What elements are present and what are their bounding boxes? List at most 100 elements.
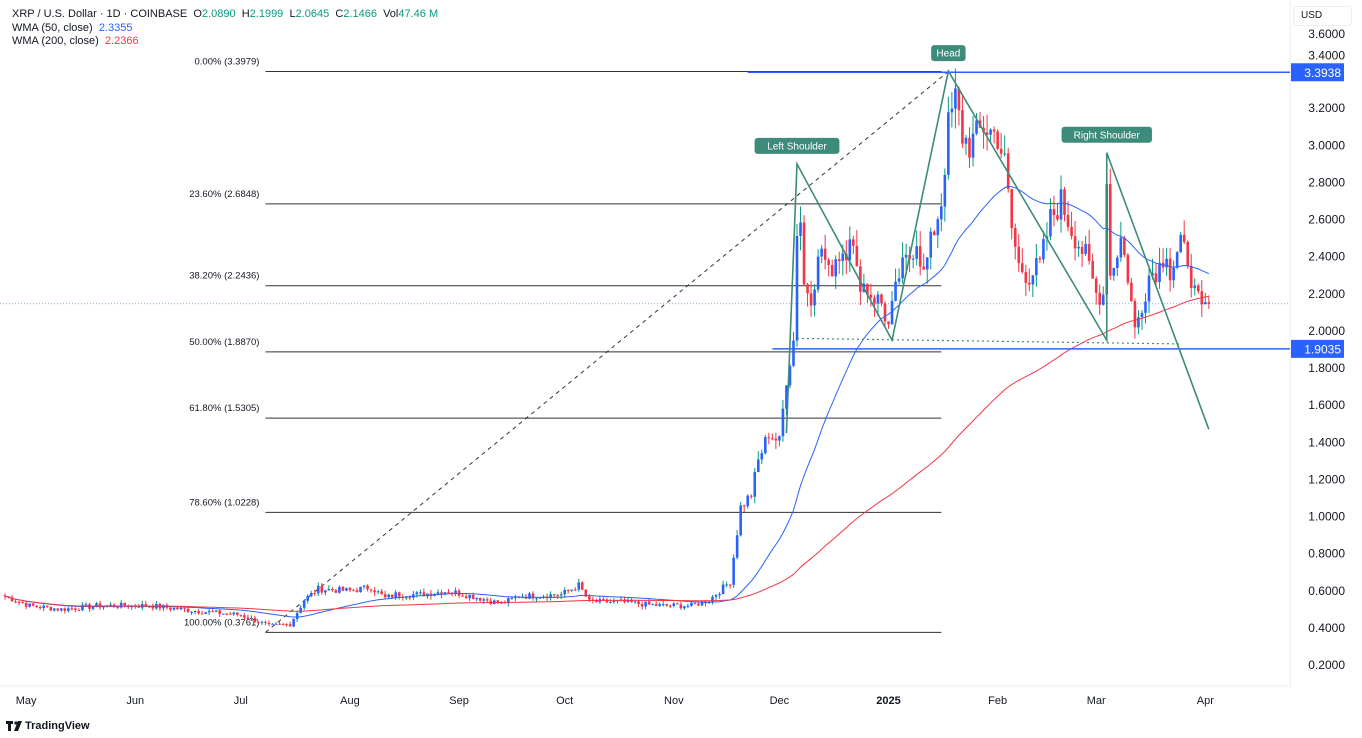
candle <box>749 494 753 500</box>
candle-body <box>922 266 926 270</box>
candle <box>964 134 968 156</box>
candle-body <box>742 505 746 507</box>
candle <box>302 599 306 611</box>
candle <box>151 603 155 611</box>
price-tick-label: 2.8000 <box>1308 175 1345 189</box>
price-tag-label: 3.3938 <box>1304 66 1341 80</box>
candle <box>1013 223 1017 260</box>
candle-body <box>169 607 172 610</box>
candle-body <box>837 259 841 262</box>
candle-body <box>728 584 732 586</box>
candle <box>447 589 450 594</box>
candle-body <box>1123 237 1126 255</box>
candle <box>397 591 401 600</box>
candle-body <box>186 608 190 613</box>
candle <box>1024 264 1028 296</box>
candle <box>1010 188 1014 240</box>
candle <box>806 282 809 307</box>
candle <box>1144 293 1147 324</box>
candle-body <box>911 258 915 260</box>
candle <box>728 584 732 589</box>
candle <box>253 615 257 623</box>
candle-body <box>1112 267 1116 276</box>
candle <box>1123 235 1126 258</box>
candle-body <box>732 557 735 585</box>
candle <box>823 234 827 270</box>
candle-body <box>630 599 633 603</box>
candle-body <box>605 599 609 603</box>
candle-body <box>1133 301 1137 328</box>
candle-body <box>848 239 852 261</box>
candle-body <box>225 613 229 615</box>
candle <box>925 256 929 284</box>
time-tick-label: Mar <box>1087 695 1106 707</box>
candle-body <box>285 624 288 626</box>
candle <box>816 249 820 293</box>
candle-body <box>806 284 809 294</box>
candle-body <box>383 594 387 598</box>
candle-body <box>1003 153 1006 155</box>
wma200-label[interactable]: WMA (200, close) <box>12 35 99 47</box>
candle-body <box>528 593 531 599</box>
candle-body <box>454 590 457 593</box>
candle-body <box>394 592 398 598</box>
candle-body <box>799 222 802 236</box>
candle-body <box>496 600 500 604</box>
price-tick-label: 3.2000 <box>1308 101 1345 115</box>
candle <box>31 603 35 607</box>
wma50-value: 2.3355 <box>98 21 133 34</box>
candle <box>1116 255 1119 276</box>
candle-body <box>556 595 559 597</box>
candle-body <box>1189 265 1193 289</box>
candle-body <box>179 607 183 610</box>
candle-body <box>718 593 721 596</box>
time-tick-label: Jun <box>126 695 144 707</box>
candle-body <box>566 589 570 591</box>
candle-body <box>774 438 778 441</box>
candle <box>690 601 693 607</box>
candle-body <box>841 253 845 262</box>
candle-body <box>985 132 989 135</box>
candle-body <box>70 608 74 610</box>
candle <box>612 598 616 604</box>
candle <box>1193 278 1197 296</box>
candle <box>88 602 91 612</box>
tradingview-logo[interactable]: TradingView <box>6 720 90 732</box>
candle <box>975 112 978 136</box>
candle <box>559 591 563 600</box>
candle-body <box>338 586 341 593</box>
candle-body <box>514 596 517 598</box>
candle <box>155 601 158 610</box>
candle-body <box>894 281 897 301</box>
candle <box>478 597 482 602</box>
candle <box>528 591 531 600</box>
currency-button[interactable]: USD <box>1293 6 1352 26</box>
candle <box>309 590 313 598</box>
candle <box>911 254 915 269</box>
candle-body <box>1179 234 1182 253</box>
candle-body <box>91 606 95 609</box>
candle <box>45 605 49 608</box>
candle-body <box>250 617 253 620</box>
candle <box>380 588 383 595</box>
candle <box>98 600 102 610</box>
candle <box>1059 175 1063 233</box>
wma50-label[interactable]: WMA (50, close) <box>12 21 93 34</box>
candle <box>468 594 471 602</box>
candle-body <box>778 436 781 441</box>
candle-body <box>1087 243 1091 261</box>
candle-body <box>683 606 686 609</box>
candle-body <box>721 584 725 594</box>
candle-body <box>676 603 679 605</box>
candle-body <box>228 613 232 615</box>
time-tick-label: Oct <box>556 695 573 707</box>
candle <box>239 614 243 617</box>
price-tick-label: 3.4000 <box>1308 48 1345 62</box>
candle <box>1038 255 1042 264</box>
candle-body <box>690 602 693 606</box>
symbol-title[interactable]: XRP / U.S. Dollar · 1D · COINBASE <box>12 8 188 20</box>
candle <box>929 227 933 270</box>
candle-body <box>28 603 31 607</box>
candle-body <box>260 622 264 624</box>
